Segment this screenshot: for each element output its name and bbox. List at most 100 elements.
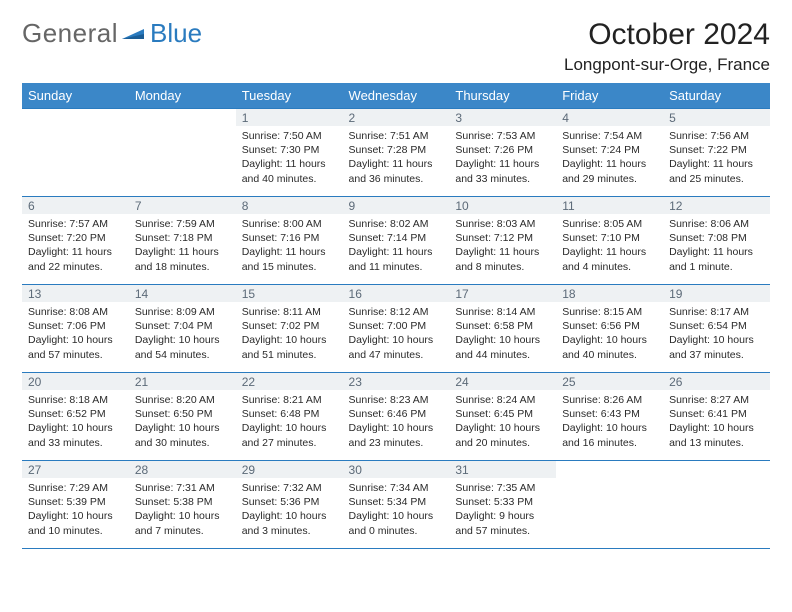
day-body: Sunrise: 8:17 AMSunset: 6:54 PMDaylight:… — [663, 302, 770, 366]
daylight-text: Daylight: 11 hours and 33 minutes. — [455, 157, 550, 185]
daylight-text: Daylight: 11 hours and 8 minutes. — [455, 245, 550, 273]
day-body: Sunrise: 7:59 AMSunset: 7:18 PMDaylight:… — [129, 214, 236, 278]
sunrise-text: Sunrise: 8:20 AM — [135, 393, 230, 407]
sunset-text: Sunset: 6:43 PM — [562, 407, 657, 421]
sunrise-text: Sunrise: 7:34 AM — [349, 481, 444, 495]
day-number: 30 — [343, 461, 450, 478]
daylight-text: Daylight: 10 hours and 7 minutes. — [135, 509, 230, 537]
day-body: Sunrise: 8:12 AMSunset: 7:00 PMDaylight:… — [343, 302, 450, 366]
day-number: 13 — [22, 285, 129, 302]
calendar-table: Sunday Monday Tuesday Wednesday Thursday… — [22, 83, 770, 549]
daylight-text: Daylight: 11 hours and 36 minutes. — [349, 157, 444, 185]
sunset-text: Sunset: 7:20 PM — [28, 231, 123, 245]
calendar-day-cell: 15Sunrise: 8:11 AMSunset: 7:02 PMDayligh… — [236, 285, 343, 373]
calendar-day-cell: 7Sunrise: 7:59 AMSunset: 7:18 PMDaylight… — [129, 197, 236, 285]
daylight-text: Daylight: 10 hours and 20 minutes. — [455, 421, 550, 449]
sunrise-text: Sunrise: 8:21 AM — [242, 393, 337, 407]
sunset-text: Sunset: 6:50 PM — [135, 407, 230, 421]
sunrise-text: Sunrise: 7:51 AM — [349, 129, 444, 143]
sunset-text: Sunset: 7:16 PM — [242, 231, 337, 245]
calendar-day-cell: 5Sunrise: 7:56 AMSunset: 7:22 PMDaylight… — [663, 109, 770, 197]
day-number: 19 — [663, 285, 770, 302]
day-body: Sunrise: 7:57 AMSunset: 7:20 PMDaylight:… — [22, 214, 129, 278]
sunrise-text: Sunrise: 7:53 AM — [455, 129, 550, 143]
daylight-text: Daylight: 10 hours and 10 minutes. — [28, 509, 123, 537]
sunrise-text: Sunrise: 7:29 AM — [28, 481, 123, 495]
day-number — [556, 461, 663, 466]
day-body: Sunrise: 8:27 AMSunset: 6:41 PMDaylight:… — [663, 390, 770, 454]
calendar-day-cell: 4Sunrise: 7:54 AMSunset: 7:24 PMDaylight… — [556, 109, 663, 197]
calendar-day-cell: 28Sunrise: 7:31 AMSunset: 5:38 PMDayligh… — [129, 461, 236, 549]
day-body: Sunrise: 8:09 AMSunset: 7:04 PMDaylight:… — [129, 302, 236, 366]
calendar-day-cell: 27Sunrise: 7:29 AMSunset: 5:39 PMDayligh… — [22, 461, 129, 549]
day-number: 28 — [129, 461, 236, 478]
daylight-text: Daylight: 11 hours and 25 minutes. — [669, 157, 764, 185]
sunrise-text: Sunrise: 7:50 AM — [242, 129, 337, 143]
weekday-header: Saturday — [663, 83, 770, 109]
calendar-day-cell: 14Sunrise: 8:09 AMSunset: 7:04 PMDayligh… — [129, 285, 236, 373]
day-body: Sunrise: 7:32 AMSunset: 5:36 PMDaylight:… — [236, 478, 343, 542]
sunrise-text: Sunrise: 7:56 AM — [669, 129, 764, 143]
day-number: 21 — [129, 373, 236, 390]
sunset-text: Sunset: 6:58 PM — [455, 319, 550, 333]
calendar-day-cell: 9Sunrise: 8:02 AMSunset: 7:14 PMDaylight… — [343, 197, 450, 285]
day-number: 8 — [236, 197, 343, 214]
calendar-day-cell — [663, 461, 770, 549]
daylight-text: Daylight: 10 hours and 54 minutes. — [135, 333, 230, 361]
sunset-text: Sunset: 7:00 PM — [349, 319, 444, 333]
day-number: 15 — [236, 285, 343, 302]
calendar-day-cell: 25Sunrise: 8:26 AMSunset: 6:43 PMDayligh… — [556, 373, 663, 461]
weekday-header: Sunday — [22, 83, 129, 109]
daylight-text: Daylight: 10 hours and 33 minutes. — [28, 421, 123, 449]
day-body: Sunrise: 8:23 AMSunset: 6:46 PMDaylight:… — [343, 390, 450, 454]
calendar-day-cell: 30Sunrise: 7:34 AMSunset: 5:34 PMDayligh… — [343, 461, 450, 549]
sunrise-text: Sunrise: 8:14 AM — [455, 305, 550, 319]
weekday-header: Wednesday — [343, 83, 450, 109]
sunrise-text: Sunrise: 8:12 AM — [349, 305, 444, 319]
calendar-day-cell: 6Sunrise: 7:57 AMSunset: 7:20 PMDaylight… — [22, 197, 129, 285]
daylight-text: Daylight: 10 hours and 23 minutes. — [349, 421, 444, 449]
sunset-text: Sunset: 7:30 PM — [242, 143, 337, 157]
sunset-text: Sunset: 7:06 PM — [28, 319, 123, 333]
weekday-header: Thursday — [449, 83, 556, 109]
calendar-day-cell — [556, 461, 663, 549]
weekday-header: Tuesday — [236, 83, 343, 109]
sunset-text: Sunset: 6:54 PM — [669, 319, 764, 333]
calendar-week-row: 20Sunrise: 8:18 AMSunset: 6:52 PMDayligh… — [22, 373, 770, 461]
weekday-header-row: Sunday Monday Tuesday Wednesday Thursday… — [22, 83, 770, 109]
daylight-text: Daylight: 11 hours and 29 minutes. — [562, 157, 657, 185]
calendar-day-cell: 18Sunrise: 8:15 AMSunset: 6:56 PMDayligh… — [556, 285, 663, 373]
day-body: Sunrise: 8:14 AMSunset: 6:58 PMDaylight:… — [449, 302, 556, 366]
day-body: Sunrise: 8:26 AMSunset: 6:43 PMDaylight:… — [556, 390, 663, 454]
day-number: 3 — [449, 109, 556, 126]
calendar-day-cell: 16Sunrise: 8:12 AMSunset: 7:00 PMDayligh… — [343, 285, 450, 373]
day-body: Sunrise: 8:24 AMSunset: 6:45 PMDaylight:… — [449, 390, 556, 454]
day-body: Sunrise: 7:51 AMSunset: 7:28 PMDaylight:… — [343, 126, 450, 190]
daylight-text: Daylight: 10 hours and 47 minutes. — [349, 333, 444, 361]
sunrise-text: Sunrise: 8:27 AM — [669, 393, 764, 407]
calendar-day-cell: 21Sunrise: 8:20 AMSunset: 6:50 PMDayligh… — [129, 373, 236, 461]
day-number: 7 — [129, 197, 236, 214]
calendar-week-row: 6Sunrise: 7:57 AMSunset: 7:20 PMDaylight… — [22, 197, 770, 285]
calendar-week-row: 13Sunrise: 8:08 AMSunset: 7:06 PMDayligh… — [22, 285, 770, 373]
calendar-week-row: 1Sunrise: 7:50 AMSunset: 7:30 PMDaylight… — [22, 109, 770, 197]
day-body: Sunrise: 7:31 AMSunset: 5:38 PMDaylight:… — [129, 478, 236, 542]
logo-text-general: General — [22, 18, 118, 49]
daylight-text: Daylight: 10 hours and 0 minutes. — [349, 509, 444, 537]
calendar-day-cell: 11Sunrise: 8:05 AMSunset: 7:10 PMDayligh… — [556, 197, 663, 285]
day-number: 23 — [343, 373, 450, 390]
day-body: Sunrise: 8:20 AMSunset: 6:50 PMDaylight:… — [129, 390, 236, 454]
calendar-day-cell: 17Sunrise: 8:14 AMSunset: 6:58 PMDayligh… — [449, 285, 556, 373]
sunset-text: Sunset: 6:48 PM — [242, 407, 337, 421]
sunset-text: Sunset: 6:52 PM — [28, 407, 123, 421]
sunrise-text: Sunrise: 8:23 AM — [349, 393, 444, 407]
day-number: 31 — [449, 461, 556, 478]
sunrise-text: Sunrise: 8:05 AM — [562, 217, 657, 231]
daylight-text: Daylight: 10 hours and 51 minutes. — [242, 333, 337, 361]
sunrise-text: Sunrise: 8:09 AM — [135, 305, 230, 319]
calendar-day-cell: 10Sunrise: 8:03 AMSunset: 7:12 PMDayligh… — [449, 197, 556, 285]
calendar-day-cell: 23Sunrise: 8:23 AMSunset: 6:46 PMDayligh… — [343, 373, 450, 461]
calendar-day-cell: 2Sunrise: 7:51 AMSunset: 7:28 PMDaylight… — [343, 109, 450, 197]
daylight-text: Daylight: 11 hours and 4 minutes. — [562, 245, 657, 273]
sunrise-text: Sunrise: 8:24 AM — [455, 393, 550, 407]
